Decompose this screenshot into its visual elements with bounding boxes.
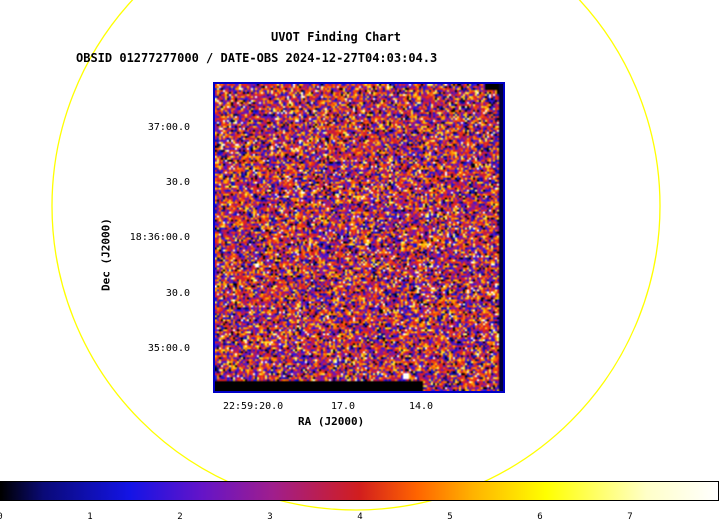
colorbar-tick-label: 7	[627, 512, 633, 522]
y-axis-label: Dec (J2000)	[99, 218, 113, 291]
x-axis-label: RA (J2000)	[298, 415, 365, 428]
chart-title: UVOT Finding Chart	[270, 30, 402, 44]
colorbar-tick-label: 4	[357, 512, 363, 522]
sky-image	[215, 84, 503, 391]
colorbar-tick-label: 1	[87, 512, 93, 522]
x-tick-label: 17.0	[331, 401, 356, 412]
colorbar-tick-label: 2	[177, 512, 183, 522]
x-tick-label: 14.0	[409, 401, 434, 412]
colorbar-tick-label: 5	[447, 512, 453, 522]
colorbar	[0, 481, 719, 501]
chart-subtitle: OBSID 01277277000 / DATE-OBS 2024-12-27T…	[76, 51, 438, 65]
colorbar-tick-label: 6	[537, 512, 543, 522]
colorbar-tick-label: 0	[0, 512, 10, 522]
colorbar-tick-label: 3	[267, 512, 273, 522]
x-tick-label: 22:59:20.0	[223, 401, 284, 412]
y-tick-label: 37:00.0	[147, 122, 190, 133]
y-tick-label: 18:36:00.0	[129, 232, 190, 243]
y-tick-label: 35:00.0	[147, 343, 190, 354]
y-tick-label: 30.0	[165, 177, 190, 188]
y-tick-label: 30.0	[165, 288, 190, 299]
sky-image-frame	[213, 82, 505, 393]
